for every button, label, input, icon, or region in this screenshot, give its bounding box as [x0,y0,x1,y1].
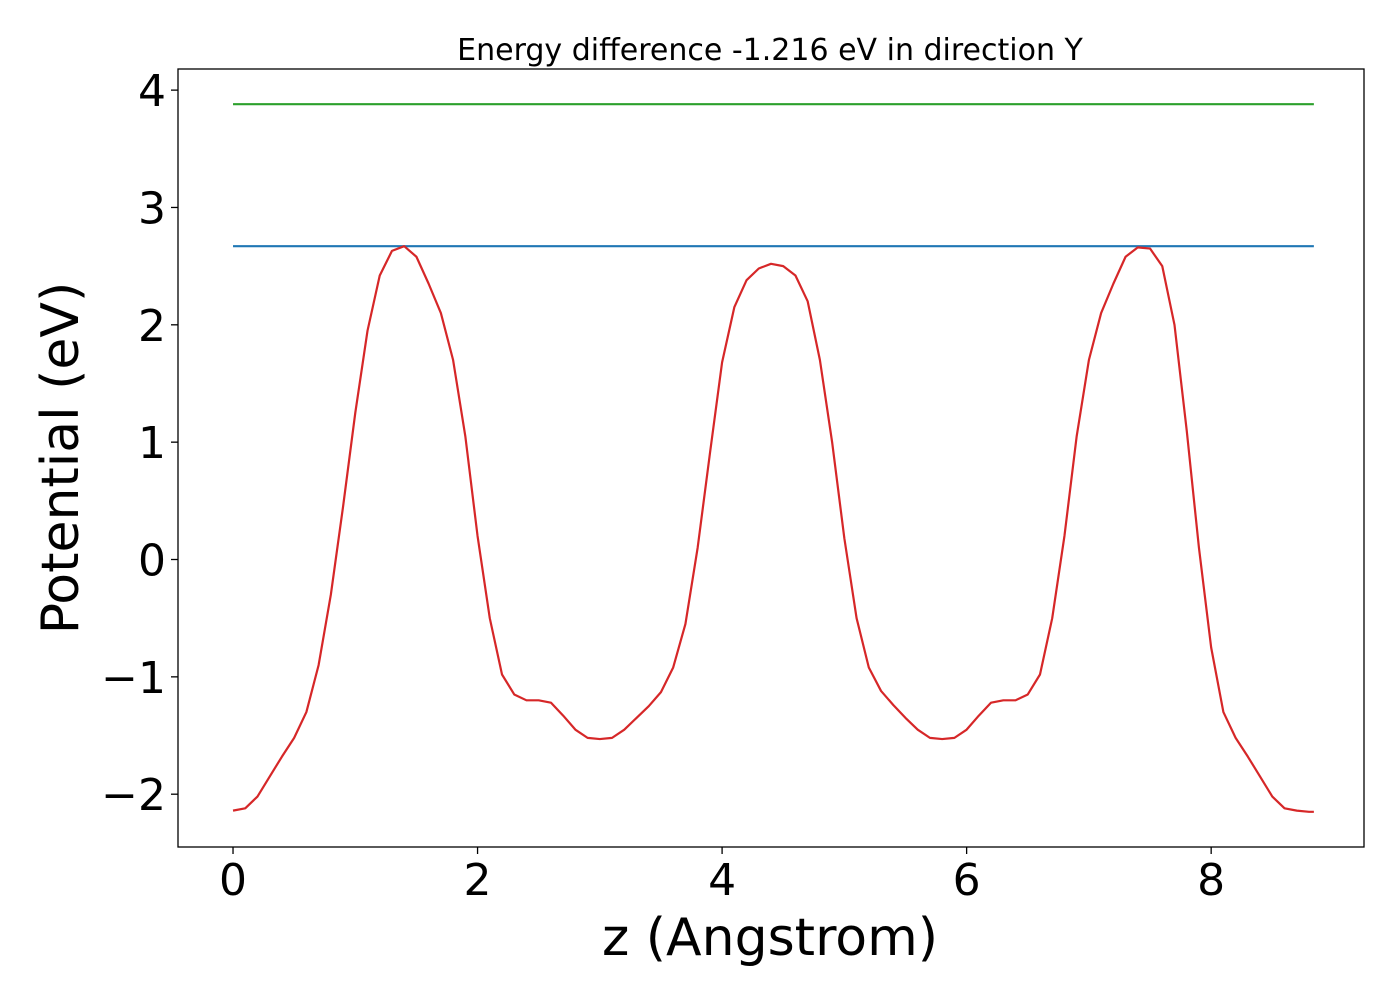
plot-layer: 0 2 4 6 8 −2 −1 0 1 2 3 4 [101,66,1314,906]
x-tick-label: 0 [219,855,247,906]
y-tick-label: 4 [138,66,166,117]
y-tick-label: −2 [101,770,166,821]
x-tick-label: 8 [1197,855,1225,906]
plot-frame [177,68,1365,848]
x-tick-label: 6 [953,855,981,906]
y-tick-label: 3 [138,183,166,234]
series-line-2 [232,245,1314,813]
x-tick-label: 4 [708,855,736,906]
x-tick-label: 2 [464,855,492,906]
y-tick-label: 1 [138,418,166,469]
y-axis-label: Potential (eV) [31,282,91,634]
y-tick-label: 2 [138,301,166,352]
y-tick-label: 0 [138,536,166,587]
chart-title: Energy difference -1.216 eV in direction… [457,33,1083,68]
x-axis-label: z (Angstrom) [602,908,938,968]
y-tick-label: −1 [101,653,166,704]
